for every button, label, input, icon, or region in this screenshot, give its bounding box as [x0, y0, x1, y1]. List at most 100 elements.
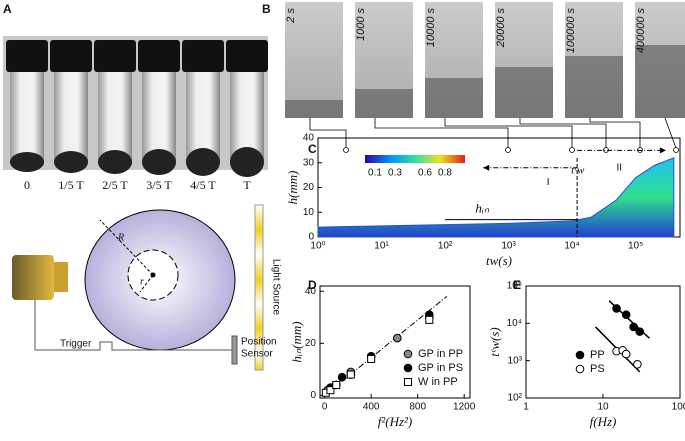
legend-label: PP	[590, 349, 605, 361]
snapshot-sediment	[355, 89, 413, 118]
colorbar	[365, 155, 465, 163]
threshold-label: tᶜw	[571, 165, 585, 177]
regime-label: II	[616, 162, 622, 173]
setup-diagram	[12, 204, 264, 371]
x-axis-label: tw(s)	[486, 253, 512, 268]
point	[621, 349, 631, 359]
panel-label: C	[308, 142, 317, 156]
point	[337, 372, 347, 382]
snapshot-sediment	[635, 45, 685, 118]
y-tick-label: 40	[303, 133, 315, 144]
x-tick-label: 10	[597, 402, 609, 413]
x-tick-label: 800	[409, 402, 426, 413]
legend-marker	[404, 378, 412, 386]
legend-label: W in PP	[418, 376, 458, 388]
y-tick-label: 10⁵	[507, 281, 522, 292]
y-tick-label: 0	[310, 390, 316, 401]
y-tick-label: 10³	[508, 355, 523, 366]
y-tick-label: 30	[303, 157, 315, 168]
snapshot-label: 100000 s	[565, 8, 577, 54]
point	[425, 315, 434, 324]
point	[629, 322, 638, 332]
vial-cap	[138, 40, 180, 72]
vial-label: 4/5 T	[190, 178, 216, 192]
panel-label: A	[3, 2, 12, 16]
plot-frame	[319, 285, 471, 399]
height-area	[317, 157, 675, 238]
vial-label: 1/5 T	[58, 178, 84, 192]
y-axis-label: hᵢₙ(mm)	[289, 321, 304, 362]
vial-label: 2/5 T	[102, 178, 128, 192]
colorbar-tick-label: 0.6	[418, 168, 432, 179]
vial-cap	[6, 40, 48, 72]
snapshot-label: 20000 s	[495, 8, 507, 49]
snapshot-label: 10000 s	[425, 8, 437, 48]
vial-cap	[226, 40, 268, 72]
y-axis-label: h(mm)	[285, 171, 300, 205]
x-tick-label: 1	[523, 402, 529, 413]
point	[346, 370, 355, 379]
sediment	[54, 151, 88, 173]
point	[621, 310, 631, 320]
vial-label: 0	[24, 178, 30, 192]
arrow-head	[483, 164, 490, 171]
arrow-head	[659, 147, 666, 154]
vial-cap	[50, 40, 92, 72]
point	[633, 359, 642, 369]
point	[635, 327, 645, 336]
sediment	[142, 149, 176, 175]
legend-label: PS	[590, 363, 605, 375]
vial-label: 3/5 T	[146, 178, 172, 192]
y-tick-label: 10	[303, 207, 315, 218]
y-tick-label: 10²	[508, 393, 523, 404]
legend-marker	[403, 349, 413, 359]
x-tick-label: 10²	[438, 241, 453, 252]
y-tick-label: 0	[308, 232, 314, 243]
snapshot-sediment	[565, 56, 623, 118]
light-label: Light Source	[270, 259, 281, 316]
x-tick-label: 0	[322, 402, 328, 413]
point	[332, 380, 341, 389]
point	[612, 304, 621, 313]
x-tick-label: 10³	[501, 241, 516, 252]
x-tick-label: 10⁰	[310, 241, 325, 252]
vial-glass	[98, 70, 132, 165]
y-axis-label: tᶜw(s)	[487, 327, 502, 356]
snapshot-sediment	[495, 67, 553, 118]
x-tick-label: 10⁴	[564, 241, 579, 252]
y-tick-label: 20	[303, 182, 315, 193]
plateau-label: hᵢₙ	[475, 201, 490, 216]
x-axis-label: f²(Hz²)	[378, 414, 413, 429]
y-tick-label: 20	[305, 338, 317, 349]
panel-label: D	[308, 278, 317, 292]
legend-marker	[403, 363, 413, 373]
x-tick-label: 400	[363, 402, 380, 413]
snapshot-label: 400000 s	[635, 8, 647, 54]
panel-label: E	[513, 278, 521, 292]
x-tick-label: 10¹	[374, 241, 389, 252]
x-tick-label: 10⁵	[628, 241, 643, 252]
sediment	[98, 150, 132, 174]
vial-photos	[3, 36, 268, 177]
vial-cap	[94, 40, 136, 72]
point	[393, 333, 402, 343]
vial-glass	[54, 70, 88, 165]
snapshot	[285, 2, 343, 118]
vial-label: T	[243, 178, 251, 192]
connectors	[309, 117, 679, 153]
radius-label: R	[117, 232, 124, 243]
panel-label: B	[262, 2, 271, 16]
point	[367, 354, 376, 363]
point	[326, 386, 335, 395]
vial-glass	[10, 70, 44, 165]
vial-cap	[182, 40, 224, 72]
radius-label: r	[140, 276, 144, 287]
snapshot-sediment	[285, 100, 343, 118]
snapshot-label: 2 s	[285, 8, 297, 24]
sensor-label: Position	[241, 337, 277, 348]
legend-marker	[575, 364, 585, 374]
snapshot-sediment	[425, 78, 483, 118]
plot-frame	[525, 285, 681, 399]
snapshots: 2 s 1000 s 10000 s 20000 s 100000 s 400000 s	[285, 2, 685, 118]
legend-label: GP in PP	[418, 348, 463, 360]
